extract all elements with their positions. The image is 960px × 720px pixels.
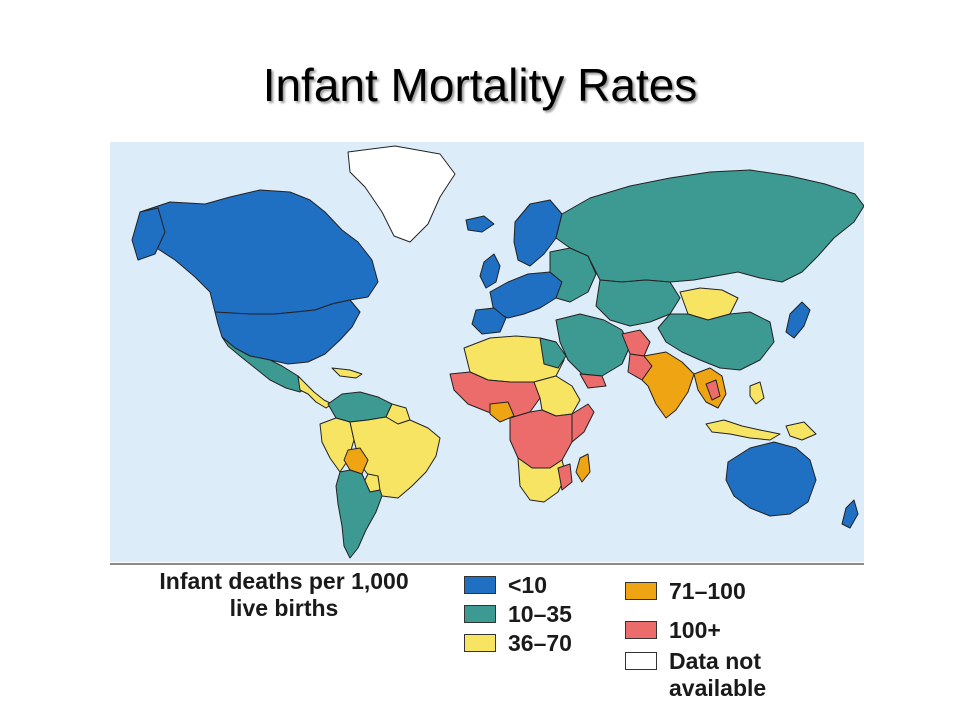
legend-swatch-100-plus bbox=[625, 621, 657, 639]
legend-label-71-100: 71–100 bbox=[669, 578, 746, 604]
region-mozambique bbox=[557, 463, 573, 491]
legend-label-lt10: <10 bbox=[508, 572, 548, 598]
legend-label-data-not-available-line-1: Data not bbox=[669, 648, 761, 674]
region-caribbean bbox=[331, 367, 363, 379]
legend-item-36-70: 36–70 bbox=[464, 630, 584, 658]
region-iceland bbox=[465, 215, 495, 233]
region-india bbox=[641, 351, 695, 419]
legend-swatch-data-not-available bbox=[625, 652, 657, 670]
world-map bbox=[110, 142, 864, 562]
legend-label-100-plus: 100+ bbox=[669, 617, 721, 643]
region-laos-cambodia bbox=[705, 379, 721, 401]
legend-label-10-35: 10–35 bbox=[508, 601, 572, 627]
region-yemen bbox=[579, 373, 607, 389]
legend-label-data-not-available: Data not available bbox=[669, 648, 766, 702]
region-new-zealand bbox=[841, 499, 859, 529]
region-png bbox=[785, 421, 817, 441]
region-japan bbox=[785, 301, 811, 339]
region-nigeria bbox=[489, 401, 515, 423]
region-indonesia bbox=[705, 419, 781, 441]
region-egypt bbox=[539, 337, 567, 369]
legend-divider bbox=[110, 563, 864, 565]
region-afghanistan bbox=[621, 329, 651, 357]
legend-title-line-1: Infant deaths per 1,000 bbox=[159, 568, 409, 594]
slide-title: Infant Mortality Rates bbox=[262, 59, 698, 111]
region-alaska bbox=[131, 207, 166, 261]
legend-swatch-10-35 bbox=[464, 605, 496, 623]
region-iberia bbox=[471, 307, 507, 335]
region-scandinavia bbox=[513, 199, 563, 267]
region-madagascar bbox=[575, 453, 591, 483]
legend-item-100-plus: 100+ bbox=[625, 617, 785, 645]
region-china bbox=[657, 311, 775, 371]
legend-item-71-100: 71–100 bbox=[625, 578, 785, 606]
legend-title-line-2: live births bbox=[229, 595, 339, 621]
legend-label-data-not-available-line-2: available bbox=[669, 675, 767, 701]
region-philippines bbox=[749, 381, 765, 405]
legend-swatch-71-100 bbox=[625, 582, 657, 600]
legend-item-data-not-available: Data not available bbox=[625, 648, 805, 704]
region-greenland bbox=[347, 145, 456, 243]
legend-item-10-35: 10–35 bbox=[464, 601, 584, 629]
region-uk bbox=[479, 253, 501, 289]
region-argentina bbox=[335, 469, 383, 559]
legend-item-lt10: <10 bbox=[464, 572, 584, 600]
region-middle-east bbox=[555, 313, 631, 377]
legend-swatch-lt10 bbox=[464, 576, 496, 594]
region-australia bbox=[725, 441, 817, 517]
legend-swatch-36-70 bbox=[464, 634, 496, 652]
region-west-africa bbox=[449, 371, 541, 419]
legend-title: Infant deaths per 1,000 live births bbox=[124, 568, 444, 622]
region-central-africa bbox=[509, 409, 573, 469]
legend-label-36-70: 36–70 bbox=[508, 630, 572, 656]
